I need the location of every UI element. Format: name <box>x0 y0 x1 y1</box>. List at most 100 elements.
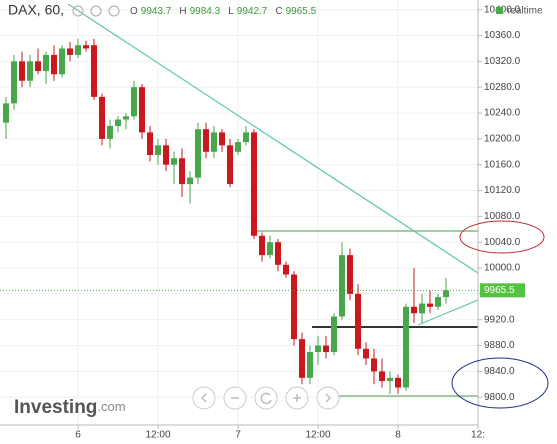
candle-body <box>315 345 321 353</box>
y-tick-label: 9920.0 <box>484 314 515 325</box>
candle-body <box>283 264 289 275</box>
ohlc-label: C <box>275 6 282 17</box>
status: realtime <box>507 6 543 17</box>
annotation-ellipse <box>451 357 549 409</box>
x-tick-label: 8 <box>395 430 401 441</box>
zoom-icons <box>200 392 332 405</box>
candle-body <box>371 358 377 372</box>
y-tick-label: 9800.0 <box>484 392 515 403</box>
y-tick-label: 10160.0 <box>484 159 521 170</box>
candle-body <box>91 45 97 97</box>
y-tick-label: 10040.0 <box>484 237 521 248</box>
candle-body <box>211 132 217 152</box>
candle-body <box>11 61 17 104</box>
candle-body <box>163 145 169 165</box>
candle-body <box>387 377 393 382</box>
candle-body <box>107 125 113 139</box>
y-tick-label: 10320.0 <box>484 56 521 67</box>
symbol: DAX, 60, <box>8 2 64 18</box>
candle-body <box>379 371 385 382</box>
candle-body <box>259 235 265 256</box>
scroll-left-button[interactable] <box>192 386 216 410</box>
icon[interactable] <box>90 5 102 17</box>
candle-body <box>67 48 73 55</box>
y-tick-label: 9840.0 <box>484 366 515 377</box>
icon[interactable] <box>108 5 120 17</box>
zoom-controls <box>192 386 340 410</box>
candle-body <box>331 316 337 353</box>
candle-body <box>131 87 137 117</box>
candle-body <box>219 132 225 146</box>
ohlc-label: O <box>130 6 138 17</box>
trend-line <box>67 3 479 274</box>
candle-body <box>419 303 425 314</box>
candles <box>0 38 478 394</box>
status-icon <box>496 7 503 14</box>
candle-body <box>339 255 345 317</box>
candle-body <box>403 306 409 388</box>
candle-body <box>171 158 177 165</box>
candle-body <box>363 348 369 359</box>
candle-body <box>99 96 105 139</box>
ohlc-label: H <box>179 6 186 17</box>
candle-body <box>155 145 161 156</box>
x-tick-label: 6 <box>75 430 81 441</box>
candle-body <box>243 132 249 143</box>
icon[interactable] <box>72 5 84 17</box>
candle-body <box>323 345 329 353</box>
ohlc-value: 9943.7 <box>141 6 172 17</box>
scroll-right-button[interactable] <box>316 386 340 410</box>
candle-body <box>51 54 57 75</box>
candle-body <box>411 306 417 314</box>
y-tick-label: 10280.0 <box>484 82 521 93</box>
ohlc-value: 9942.7 <box>237 6 268 17</box>
candle-body <box>299 339 305 378</box>
x-tick-label: 7 <box>235 430 241 441</box>
candle-body <box>227 145 233 185</box>
candle-body <box>443 290 449 298</box>
candle-body <box>179 158 185 185</box>
last-price-label: 9965.5 <box>484 285 515 296</box>
candle-body <box>59 48 65 75</box>
ohlc-label: L <box>228 6 234 17</box>
y-tick-label: 10240.0 <box>484 108 521 119</box>
y-tick-label: 10360.0 <box>484 30 521 41</box>
reset-button[interactable] <box>254 386 278 410</box>
trend-line <box>417 299 479 326</box>
candle-body <box>35 61 41 72</box>
last-price-box <box>480 283 525 298</box>
candle-body <box>115 119 121 126</box>
watermark: Investing.com <box>14 397 126 418</box>
brand-suffix: .com <box>97 399 125 414</box>
candle-body <box>139 87 145 133</box>
candle-body <box>27 61 33 81</box>
candle-body <box>267 242 273 256</box>
candle-body <box>123 116 129 120</box>
ohlc-values: O 9943.7 H 9984.3 L 9942.7 C 9965.5 <box>130 6 317 17</box>
candle-body <box>3 103 9 123</box>
x-tick-label: 12:00 <box>145 430 170 441</box>
candle-body <box>203 129 209 152</box>
candle-body <box>347 255 353 294</box>
ohlc-value: 9965.5 <box>286 6 317 17</box>
candle-body <box>147 132 153 156</box>
candle-body <box>43 54 49 72</box>
candle-body <box>19 61 25 81</box>
x-tick-label: 12:00 <box>305 430 330 441</box>
candle-body <box>395 377 401 388</box>
axes: 9800.09840.09880.09920.09960.010000.0100… <box>75 4 525 441</box>
candle-body <box>427 303 433 307</box>
annotation-ellipse <box>459 220 545 254</box>
ohlc-value: 9984.3 <box>190 6 221 17</box>
candle-body <box>291 274 297 340</box>
x-tick-label: 12: <box>471 430 485 441</box>
candle-body <box>235 142 241 152</box>
y-tick-label: 10120.0 <box>484 185 521 196</box>
candle-body <box>83 45 89 49</box>
candle-body <box>187 177 193 185</box>
candle-body <box>355 293 361 349</box>
candle-body <box>75 45 81 55</box>
brand: Investing <box>14 397 97 418</box>
